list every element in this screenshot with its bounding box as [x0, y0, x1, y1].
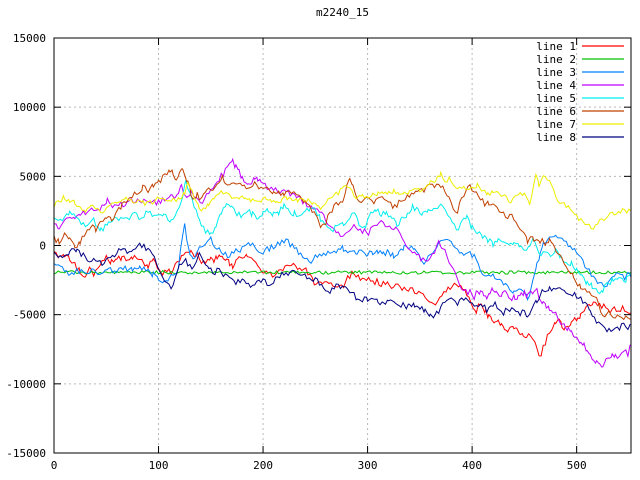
series-line-8 — [54, 242, 631, 333]
chart-title: m2240_15 — [316, 6, 369, 19]
x-tick-label: 300 — [358, 459, 378, 472]
legend-label: line 6 — [536, 105, 576, 118]
legend-label: line 3 — [536, 66, 576, 79]
series-line-4 — [54, 157, 631, 368]
legend-label: line 7 — [536, 118, 576, 131]
legend-label: line 4 — [536, 79, 576, 92]
y-tick-label: 15000 — [13, 32, 46, 45]
series-line-3 — [54, 223, 631, 302]
legend-label: line 1 — [536, 40, 576, 53]
legend-item: line 6 — [536, 105, 624, 118]
y-tick-label: 0 — [39, 240, 46, 253]
x-tick-label: 100 — [149, 459, 169, 472]
legend-item: line 1 — [536, 40, 624, 53]
series-line-5 — [54, 180, 631, 295]
series-line-6 — [54, 168, 631, 321]
legend-label: line 8 — [536, 131, 576, 144]
legend-item: line 3 — [536, 66, 624, 79]
x-tick-label: 200 — [253, 459, 273, 472]
series-line-7 — [54, 170, 631, 230]
legend-label: line 2 — [536, 53, 576, 66]
y-tick-label: -5000 — [13, 309, 46, 322]
y-tick-label: -10000 — [6, 378, 46, 391]
x-tick-label: 400 — [462, 459, 482, 472]
y-tick-label: 10000 — [13, 101, 46, 114]
legend-item: line 5 — [536, 92, 624, 105]
y-tick-label: 5000 — [20, 170, 47, 183]
series-line-1 — [54, 249, 631, 357]
legend-item: line 2 — [536, 53, 624, 66]
legend-label: line 5 — [536, 92, 576, 105]
y-tick-label: -15000 — [6, 447, 46, 460]
legend-item: line 8 — [536, 131, 624, 144]
series-line-2 — [54, 269, 631, 275]
x-tick-label: 0 — [51, 459, 58, 472]
legend-item: line 4 — [536, 79, 624, 92]
legend-item: line 7 — [536, 118, 624, 131]
x-tick-label: 500 — [567, 459, 587, 472]
